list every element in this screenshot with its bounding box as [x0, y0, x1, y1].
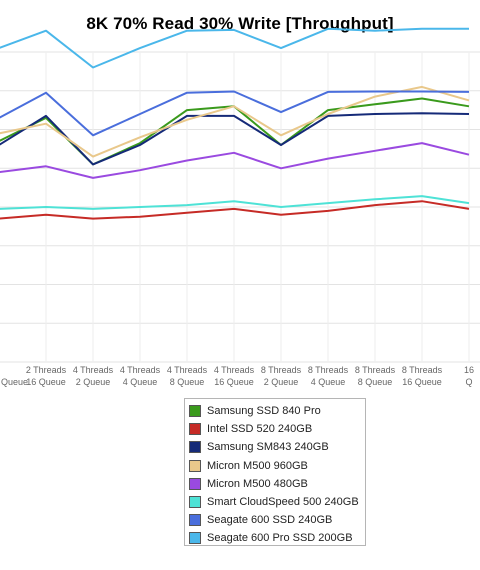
legend-item: Intel SSD 520 240GB — [189, 420, 365, 438]
series-line-4 — [0, 142, 470, 179]
x-tick-label: 8 Threads — [355, 365, 396, 375]
x-tick-label: Queue — [1, 377, 28, 387]
legend-swatch — [189, 477, 201, 490]
legend-item: Samsung SSD 840 Pro — [189, 402, 365, 420]
legend-label: Samsung SM843 240GB — [207, 441, 329, 454]
legend-label: Intel SSD 520 240GB — [207, 423, 313, 436]
x-tick-label: 4 Threads — [167, 365, 208, 375]
x-tick-label: 4 Threads — [73, 365, 114, 375]
chart-title: 8K 70% Read 30% Write [Throughput] — [86, 14, 394, 33]
legend-label: Micron M500 480GB — [207, 477, 308, 490]
legend: Samsung SSD 840 Pro Intel SSD 520 240GB Sa… — [184, 398, 366, 546]
x-axis-tick-labels: Queue 2 Threads 16 Queue 4 Threads 2 Queue 4 … — [1, 365, 474, 387]
x-tick-label: 4 Threads — [214, 365, 255, 375]
legend-label: Samsung SSD 840 Pro — [207, 405, 321, 418]
series-line-3 — [0, 85, 470, 158]
x-tick-label: 8 Queue — [170, 377, 205, 387]
x-tick-label: 2 Threads — [26, 365, 67, 375]
x-tick-label: 8 Queue — [358, 377, 393, 387]
legend-label: Smart CloudSpeed 500 240GB — [207, 496, 359, 509]
legend-item: Smart CloudSpeed 500 240GB — [189, 493, 365, 511]
x-tick-label: 4 Threads — [120, 365, 161, 375]
legend-item: Micron M500 480GB — [189, 475, 365, 493]
grid-lines — [0, 51, 480, 363]
legend-swatch — [189, 405, 201, 418]
series-lines — [0, 27, 470, 220]
legend-label: Seagate 600 SSD 240GB — [207, 514, 333, 527]
x-tick-label: 16 Queue — [402, 377, 442, 387]
x-tick-label: 4 Queue — [311, 377, 346, 387]
legend-label: Micron M500 960GB — [207, 459, 308, 472]
line-chart: Queue 2 Threads 16 Queue 4 Threads 2 Queue 4 … — [0, 27, 480, 387]
legend-item: Seagate 600 SSD 240GB — [189, 511, 365, 529]
series-line-1 — [0, 200, 470, 220]
x-tick-label: 16 — [464, 365, 474, 375]
series-line-7 — [0, 27, 469, 69]
x-tick-label: 2 Queue — [264, 377, 299, 387]
x-tick-label: 8 Threads — [308, 365, 349, 375]
x-tick-label: 2 Queue — [76, 377, 111, 387]
legend-item: Micron M500 960GB — [189, 457, 365, 475]
legend-swatch — [189, 459, 201, 472]
legend-label: Seagate 600 Pro SSD 200GB — [207, 532, 353, 545]
legend-swatch — [189, 496, 201, 509]
x-tick-label: Q — [465, 377, 472, 387]
legend-item: Samsung SM843 240GB — [189, 438, 365, 456]
series-line-6 — [0, 90, 470, 137]
legend-item: Seagate 600 Pro SSD 200GB — [189, 529, 365, 547]
x-tick-label: 4 Queue — [123, 377, 158, 387]
x-tick-label: 8 Threads — [402, 365, 443, 375]
legend-swatch — [189, 532, 201, 545]
x-tick-label: 16 Queue — [26, 377, 66, 387]
x-tick-label: 8 Threads — [261, 365, 302, 375]
series-line-2 — [0, 112, 470, 166]
legend-swatch — [189, 423, 201, 436]
x-tick-label: 16 Queue — [214, 377, 254, 387]
series-line-5 — [0, 195, 470, 210]
legend-swatch — [189, 441, 201, 454]
legend-swatch — [189, 514, 201, 527]
